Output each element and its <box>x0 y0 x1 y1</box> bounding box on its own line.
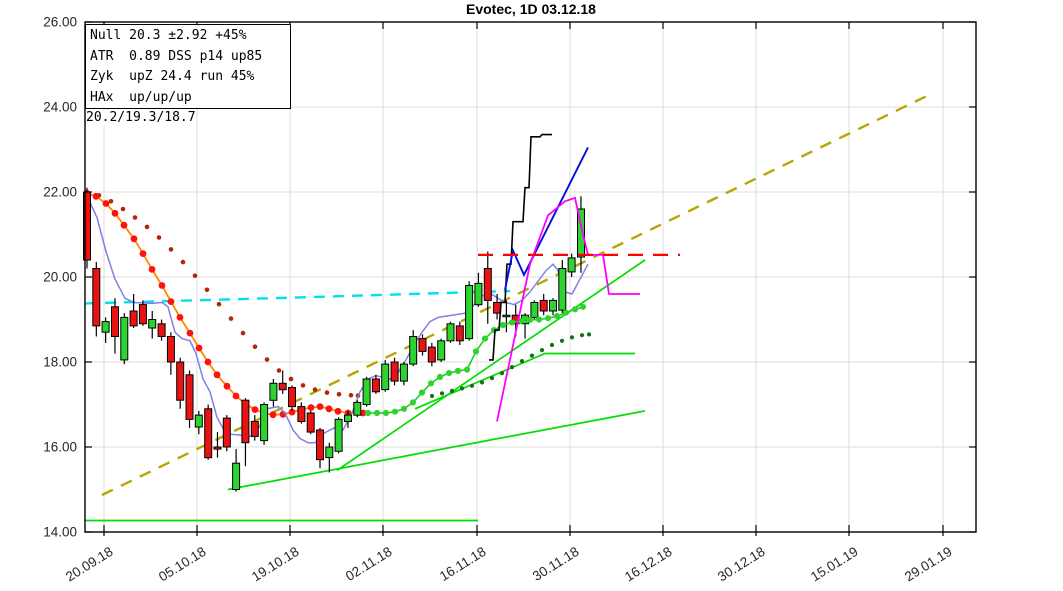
candle-down <box>390 361 399 382</box>
candle-up <box>409 336 418 365</box>
candle-down <box>138 304 147 325</box>
candle-up <box>148 319 157 329</box>
candle-down <box>539 299 548 312</box>
candle-up <box>344 414 352 423</box>
indicator-lines-below <box>83 91 934 522</box>
candle-down <box>418 338 427 352</box>
candle-up <box>437 340 446 361</box>
x-tick-label: 15.01.19 <box>808 544 861 585</box>
candle-up <box>269 382 278 401</box>
x-tick-label: 05.10.18 <box>156 544 209 585</box>
candle-down <box>92 268 101 327</box>
candle-down <box>455 325 464 342</box>
candle-up <box>567 257 576 273</box>
candle-down <box>306 412 315 433</box>
candle-down <box>185 374 194 420</box>
candle-down <box>213 446 222 450</box>
candle-down <box>129 310 138 327</box>
x-tick-label: 19.10.18 <box>249 544 302 585</box>
y-tick-label: 26.00 <box>43 15 77 30</box>
candle-up <box>325 446 334 459</box>
candle-down <box>288 387 296 408</box>
candle-up <box>465 285 474 340</box>
candle-up <box>260 404 269 442</box>
candle-down <box>297 406 306 423</box>
candle-down <box>166 336 175 363</box>
readout-null-line: Null 20.3 ±2.92 +45% <box>90 28 247 43</box>
candle-down <box>371 378 380 393</box>
grid-lines <box>85 22 976 532</box>
readout-atr-line: ATR 0.89 DSS p14 up85 <box>90 48 263 64</box>
candle-up <box>530 302 539 318</box>
candle-up <box>474 282 483 306</box>
x-tick-label: 02.11.18 <box>343 544 395 584</box>
candle-down <box>483 268 492 301</box>
x-tick-label: 16.12.18 <box>622 544 675 585</box>
indicator-readout-box: Null 20.3 ±2.92 +45% ATR 0.89 DSS p14 up8… <box>85 24 291 109</box>
candle-up <box>549 299 557 312</box>
readout-hax-line: HAx up/up/up <box>90 89 192 105</box>
y-tick-label: 18.00 <box>43 355 77 370</box>
indicator-lines-above <box>364 133 680 422</box>
candle-down <box>111 306 119 337</box>
candle-up <box>577 208 585 258</box>
candle-down <box>241 399 250 444</box>
candle-down <box>157 323 166 337</box>
candle-up <box>120 316 129 361</box>
candle-up <box>353 401 362 416</box>
candlesticks <box>83 187 585 492</box>
chart-title: Evotec, 1D 03.12.18 <box>466 1 596 17</box>
candle-up <box>446 323 455 342</box>
candle-down <box>427 346 436 363</box>
candle-down <box>222 417 231 448</box>
candle-down <box>176 361 185 401</box>
candle-up <box>194 414 203 428</box>
candle-up <box>558 268 567 311</box>
x-tick-label: 30.11.18 <box>530 544 582 584</box>
candle-down <box>250 421 259 437</box>
candle-up <box>101 321 110 333</box>
x-tick-label: 30.12.18 <box>715 544 768 585</box>
candle-up <box>362 378 371 405</box>
y-tick-label: 24.00 <box>43 100 77 115</box>
candle-down <box>316 429 324 461</box>
levels-readout: 20.2/19.3/18.7 <box>86 110 196 125</box>
y-tick-label: 20.00 <box>43 270 77 285</box>
x-tick-label: 20.09.18 <box>63 544 116 585</box>
candle-up <box>381 363 390 391</box>
candle-down <box>204 408 213 459</box>
x-tick-label: 29.01.19 <box>902 544 955 585</box>
candle-up <box>399 363 408 382</box>
x-tick-label: 16.11.18 <box>437 544 489 584</box>
y-tick-label: 22.00 <box>43 185 77 200</box>
candle-down <box>278 382 287 391</box>
readout-zyk-line: Zyk upZ 24.4 run 45% <box>90 69 255 84</box>
candle-up <box>334 418 343 452</box>
candle-up <box>232 462 241 491</box>
candle-up <box>502 314 511 318</box>
y-tick-label: 16.00 <box>43 440 77 455</box>
y-tick-label: 14.00 <box>43 525 77 540</box>
